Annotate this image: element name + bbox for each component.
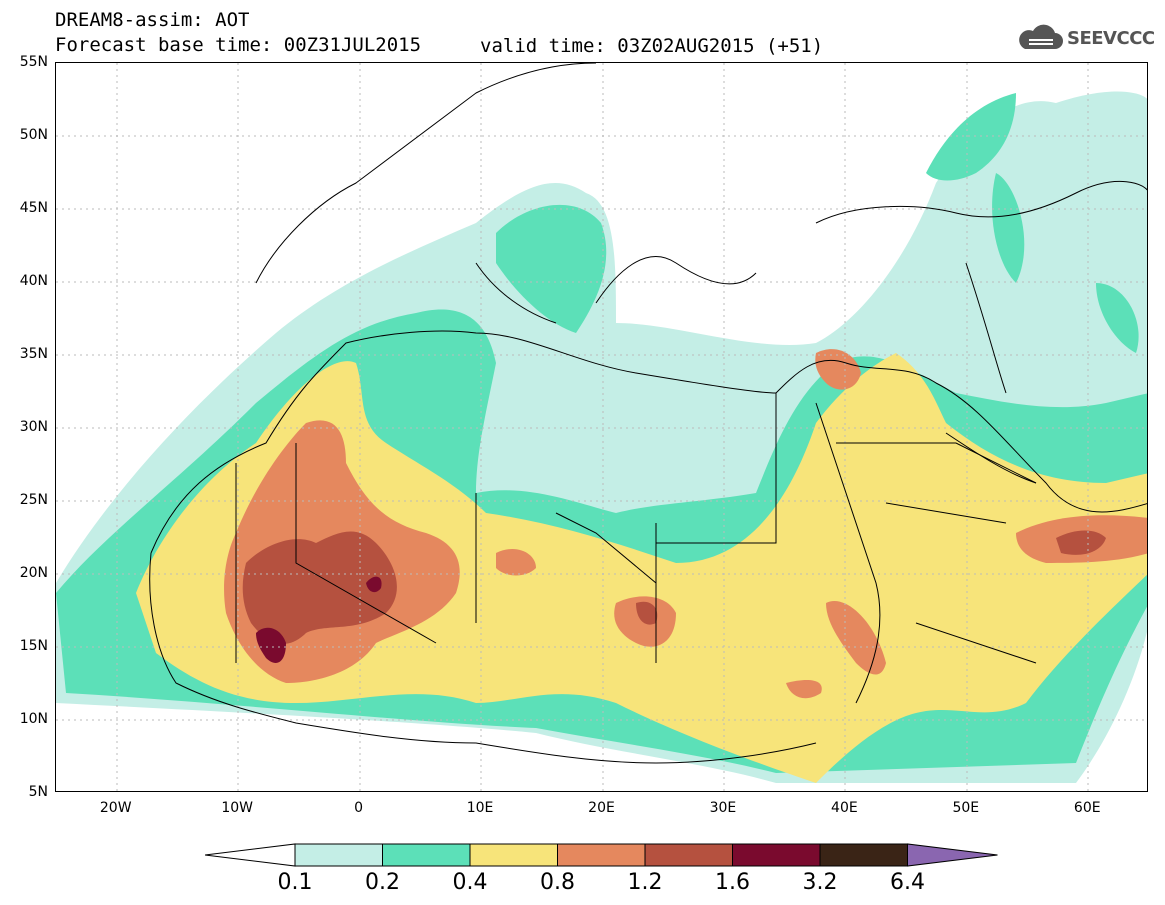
colorbar-max-arrow: [907, 843, 998, 867]
lon-label: 60E: [1073, 800, 1101, 816]
colorbar-segment: [382, 843, 471, 867]
lon-label: 20W: [99, 800, 132, 816]
colorbar-segment: [732, 843, 821, 867]
lat-label: 55N: [19, 54, 48, 70]
colorbar-segment: [644, 843, 733, 867]
forecast-base-time: Forecast base time: 00Z31JUL2015: [55, 34, 422, 56]
valid-time: valid time: 03Z02AUG2015 (+51): [480, 35, 824, 57]
seevccc-logo: SEEVCCC: [1015, 23, 1155, 53]
colorbar-segment: [294, 843, 383, 867]
lon-label: 10E: [466, 800, 494, 816]
aot-level-1.2: [242, 530, 1106, 644]
lon-label: 20E: [588, 800, 615, 816]
lat-label: 45N: [19, 200, 48, 216]
aot-level-1.6: [256, 576, 382, 663]
lon-label: 50E: [952, 800, 980, 816]
graticule: [56, 63, 1147, 791]
lon-label: 10W: [221, 800, 253, 816]
colorbar-label: 1.6: [715, 870, 750, 895]
lat-label: 20N: [19, 565, 48, 581]
colorbar-segment: [469, 843, 558, 867]
lon-label: 40E: [831, 800, 858, 816]
lat-label: 10N: [19, 711, 48, 727]
lat-label: 30N: [19, 419, 48, 435]
lat-label: 5N: [28, 784, 48, 800]
aot-level-0.4: [136, 353, 1147, 783]
coastlines: [149, 63, 1147, 764]
aot-field: [56, 63, 1147, 791]
colorbar-label: 1.2: [627, 870, 663, 895]
colorbar-label: 0.1: [277, 870, 313, 895]
logo-text: SEEVCCC: [1067, 27, 1155, 49]
colorbar-segment: [819, 843, 908, 867]
map-title: DREAM8-assim: AOT: [55, 9, 250, 31]
colorbar-label: 3.2: [802, 870, 838, 895]
lon-label: 0: [354, 800, 364, 816]
colorbar-label: 0.4: [452, 870, 488, 895]
lat-label: 15N: [19, 638, 48, 654]
colorbar: [205, 843, 998, 867]
colorbar-segment: [557, 843, 646, 867]
cloud-icon: [1019, 24, 1063, 49]
lat-label: 50N: [19, 127, 48, 143]
colorbar-label: 0.2: [365, 870, 400, 895]
lat-label: 40N: [19, 273, 48, 289]
colorbar-min-arrow: [205, 843, 296, 867]
lat-label: 25N: [19, 492, 48, 508]
lat-label: 35N: [19, 346, 48, 362]
aot-map: [55, 62, 1148, 792]
lon-label: 30E: [709, 800, 737, 816]
colorbar-label: 6.4: [890, 870, 925, 895]
colorbar-label: 0.8: [540, 870, 575, 895]
